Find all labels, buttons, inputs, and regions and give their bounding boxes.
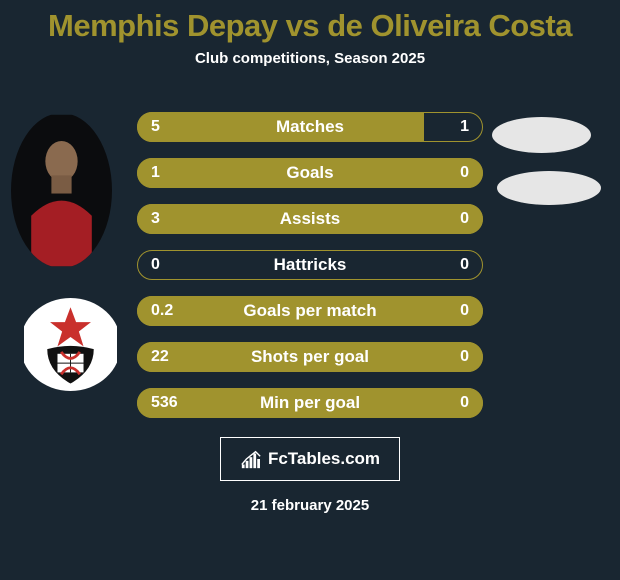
opponent-badge-oval [497,171,601,205]
player-photo [11,113,112,268]
stat-label: Matches [137,117,483,137]
subtitle: Club competitions, Season 2025 [10,50,610,67]
stat-row: 00Hattricks [137,250,483,280]
player-photo-oval [11,113,112,268]
opponent-photo-oval [492,117,591,153]
player-silhouette-icon [11,113,112,268]
stat-row: 30Assists [137,204,483,234]
source-attribution-box: FcTables.com [220,437,400,481]
source-attribution-text: FcTables.com [268,449,380,469]
club-badge [20,298,121,391]
bar-chart-icon [240,448,262,470]
stat-label: Hattricks [137,255,483,275]
stat-row: 0.20Goals per match [137,296,483,326]
stat-label: Shots per goal [137,347,483,367]
stat-label: Goals [137,163,483,183]
club-badge-oval [20,298,121,391]
stat-row: 5360Min per goal [137,388,483,418]
stat-label: Min per goal [137,393,483,413]
stat-row: 10Goals [137,158,483,188]
page-title: Memphis Depay vs de Oliveira Costa [10,8,610,44]
stat-label: Goals per match [137,301,483,321]
stat-row: 220Shots per goal [137,342,483,372]
date-text: 21 february 2025 [0,497,620,514]
stat-row: 51Matches [137,112,483,142]
stat-label: Assists [137,209,483,229]
infographic-container: Memphis Depay vs de Oliveira Costa Club … [0,0,620,580]
club-crest-icon [20,298,121,391]
